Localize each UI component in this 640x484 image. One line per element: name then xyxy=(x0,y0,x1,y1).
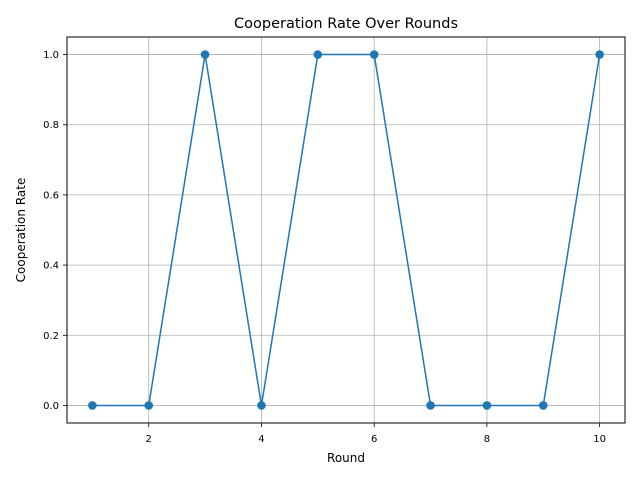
y-tick-label: 0.8 xyxy=(43,120,59,131)
data-point xyxy=(539,401,548,410)
data-point xyxy=(426,401,435,410)
data-point xyxy=(257,401,266,410)
y-tick-label: 0.6 xyxy=(43,190,59,201)
data-point xyxy=(201,50,210,59)
x-tick-label: 10 xyxy=(593,434,606,445)
data-point xyxy=(595,50,604,59)
y-tick-label: 0.4 xyxy=(43,261,59,272)
y-tick-label: 1.0 xyxy=(43,50,59,61)
data-point xyxy=(483,401,492,410)
y-tick-label: 0.0 xyxy=(43,401,59,412)
x-tick-label: 6 xyxy=(371,434,377,445)
x-tick-label: 2 xyxy=(146,434,152,445)
y-axis-label: Cooperation Rate xyxy=(14,178,28,283)
x-axis-label: Round xyxy=(327,451,365,465)
y-tick-label: 0.2 xyxy=(43,331,59,342)
data-point xyxy=(370,50,379,59)
data-point xyxy=(88,401,97,410)
x-tick-label: 4 xyxy=(258,434,264,445)
data-point xyxy=(314,50,323,59)
x-tick-label: 8 xyxy=(484,434,490,445)
data-point xyxy=(144,401,153,410)
chart-title: Cooperation Rate Over Rounds xyxy=(234,16,458,32)
